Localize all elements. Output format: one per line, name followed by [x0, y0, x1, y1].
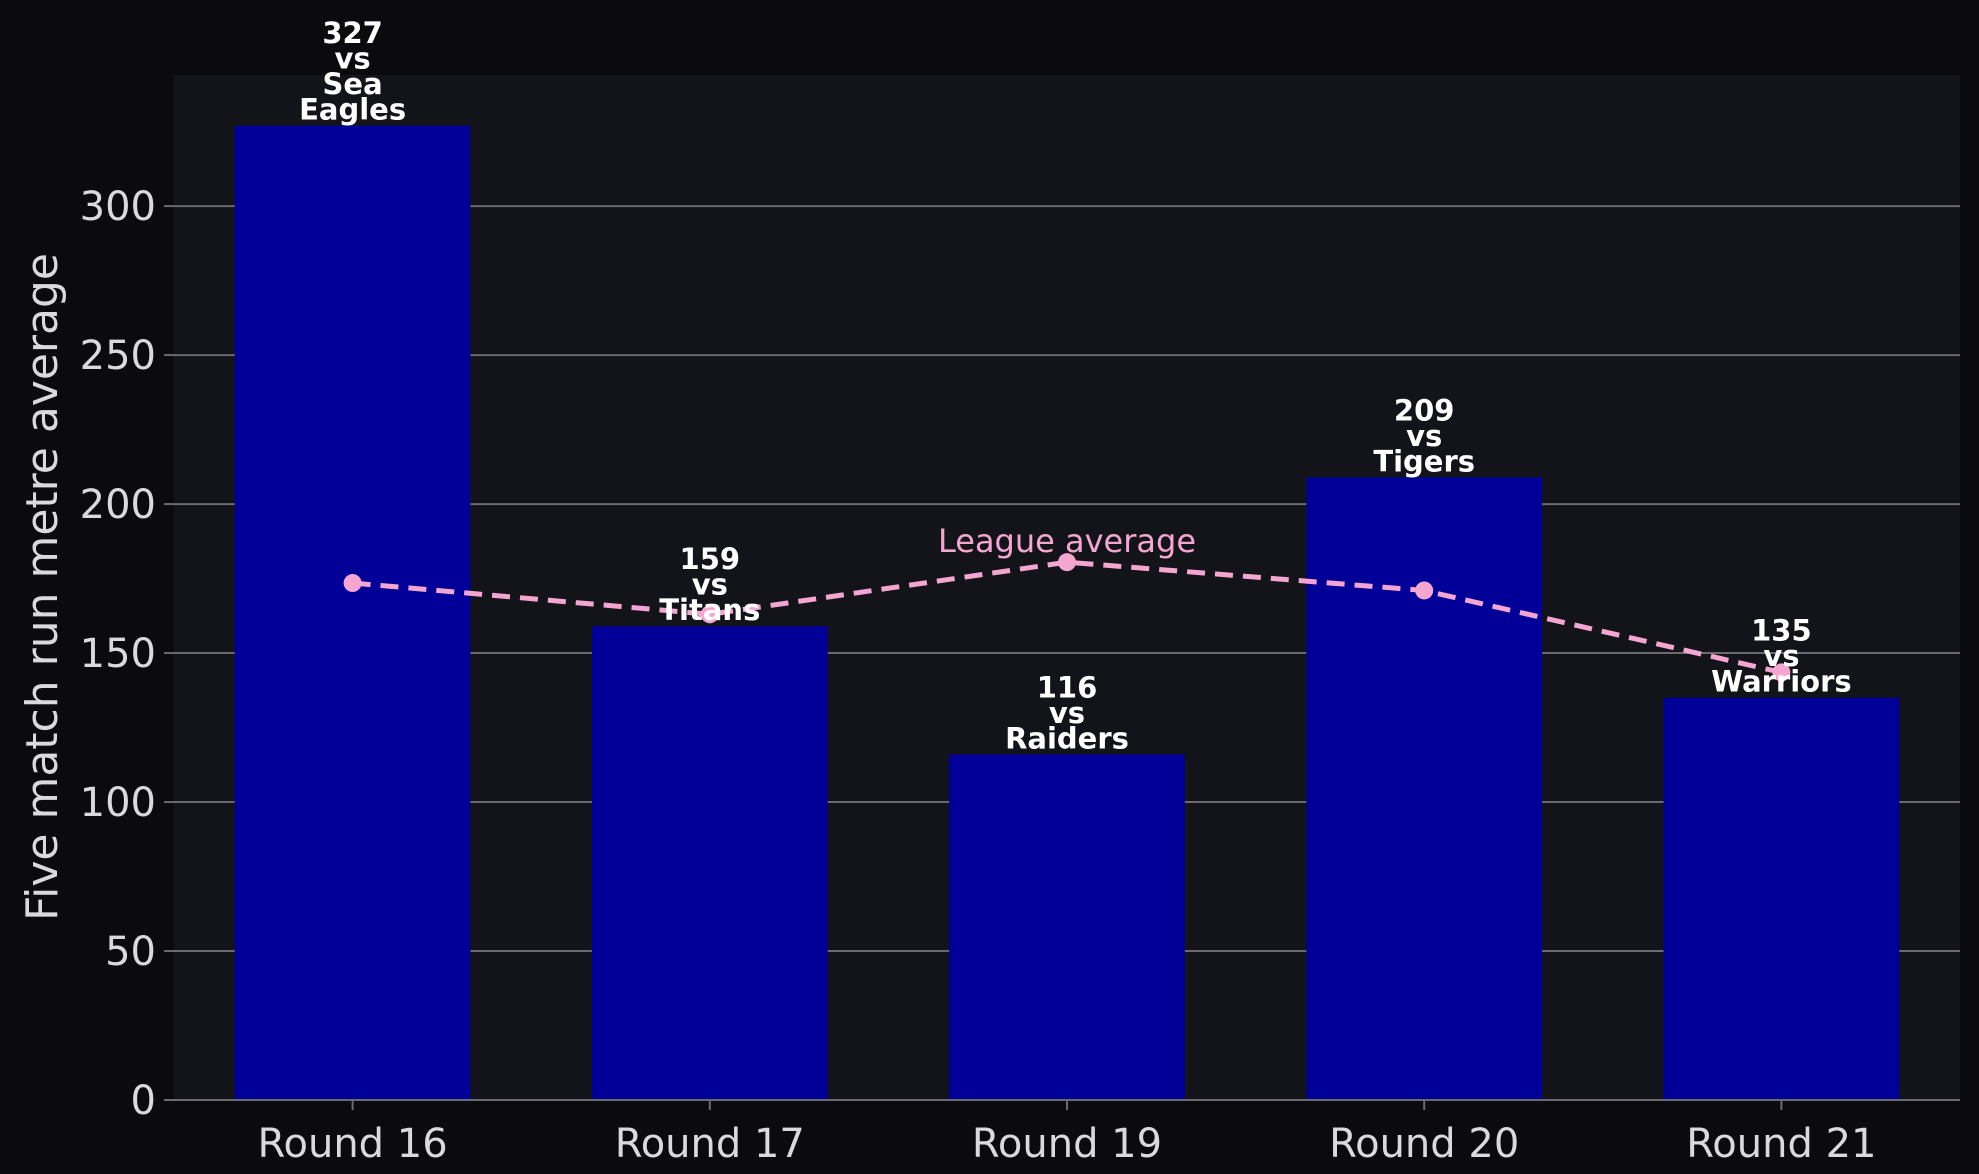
- league-average-point: [700, 605, 719, 624]
- y-axis-title: Five match run metre average: [17, 253, 68, 921]
- bar-data-label: 135 vs Warriors: [1711, 614, 1852, 699]
- x-tick-label: Round 19: [972, 1121, 1162, 1167]
- x-axis-ticks: Round 16 Round 17 Round 19 Round 20 Round 21: [258, 1100, 1876, 1167]
- bar-data-label: 327 vs Sea Eagles: [299, 16, 406, 127]
- y-axis-ticks: 0 50 100 150 200 250 300: [80, 184, 174, 1124]
- bars: [234, 125, 1900, 1101]
- x-tick-label: Round 20: [1329, 1121, 1519, 1167]
- bar: [1663, 697, 1900, 1100]
- bar: [591, 626, 828, 1100]
- y-tick-label: 200: [80, 482, 156, 528]
- y-tick-label: 300: [80, 184, 156, 230]
- league-average-point: [1058, 553, 1076, 572]
- league-average-label: League average: [938, 522, 1196, 560]
- y-tick-label: 50: [105, 929, 156, 975]
- y-tick-label: 100: [80, 780, 156, 826]
- y-tick-label: 0: [131, 1078, 156, 1124]
- league-average-point: [1415, 581, 1434, 600]
- league-average-line-group: League average: [343, 522, 1791, 682]
- bar: [949, 754, 1185, 1100]
- y-tick-label: 250: [80, 333, 156, 379]
- bar: [234, 125, 471, 1101]
- bar-data-label: 116 vs Raiders: [1005, 670, 1129, 755]
- bar-data-label: 209 vs Tigers: [1373, 393, 1475, 478]
- y-tick-label: 150: [80, 631, 156, 677]
- bar-labels: 327 vs Sea Eagles 159 vs Titans 116 vs Raiders 209…: [299, 16, 1852, 755]
- x-tick-label: Round 17: [615, 1121, 805, 1167]
- bar: [1306, 477, 1543, 1100]
- league-average-line: [352, 559, 1782, 675]
- x-tick-label: Round 16: [258, 1121, 448, 1167]
- bar-data-label: 159 vs Titans: [659, 542, 760, 627]
- league-average-point: [343, 574, 362, 593]
- x-tick-label: Round 21: [1686, 1121, 1876, 1167]
- league-average-point: [1772, 663, 1791, 682]
